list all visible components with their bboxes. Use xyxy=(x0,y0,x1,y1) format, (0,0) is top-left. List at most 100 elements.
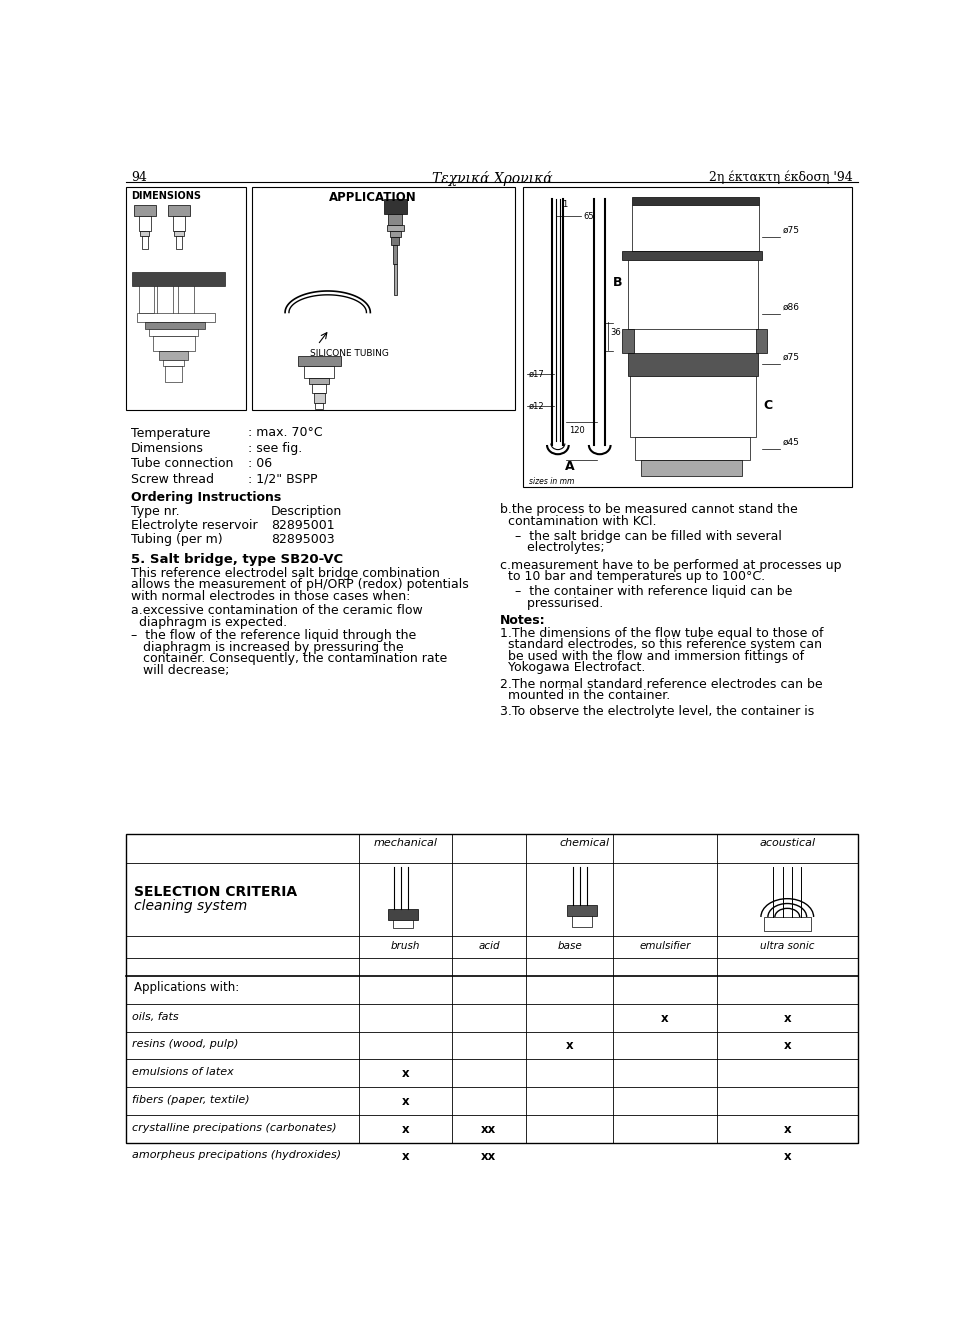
Text: Applications with:: Applications with: xyxy=(134,980,239,994)
Bar xyxy=(636,438,750,460)
Text: : max. 70°C: : max. 70°C xyxy=(248,427,323,439)
Text: x: x xyxy=(661,1011,668,1025)
Text: Screw thread: Screw thread xyxy=(131,472,214,486)
Text: electrolytes;: electrolytes; xyxy=(516,542,605,554)
Text: x: x xyxy=(401,1067,409,1081)
Text: ø75: ø75 xyxy=(782,225,800,235)
Text: acoustical: acoustical xyxy=(759,839,815,848)
Bar xyxy=(179,285,194,317)
Text: contamination with KCl.: contamination with KCl. xyxy=(500,515,657,528)
Bar xyxy=(175,231,183,236)
Text: c.measurement have to be performed at processes up: c.measurement have to be performed at pr… xyxy=(500,559,841,572)
Text: Temperature: Temperature xyxy=(131,427,210,439)
Text: standard electrodes, so this reference system can: standard electrodes, so this reference s… xyxy=(500,638,822,651)
Text: be used with the flow and immersion fittings of: be used with the flow and immersion fitt… xyxy=(500,650,804,663)
Text: ø86: ø86 xyxy=(782,303,800,312)
Bar xyxy=(756,329,767,352)
Text: 65: 65 xyxy=(584,212,594,221)
Text: x: x xyxy=(783,1123,791,1135)
Text: B: B xyxy=(612,276,622,288)
Text: emulsions of latex: emulsions of latex xyxy=(132,1067,234,1077)
Text: oils, fats: oils, fats xyxy=(132,1011,179,1022)
Text: This reference electrodel salt bridge combination: This reference electrodel salt bridge co… xyxy=(131,567,440,580)
Bar xyxy=(632,204,759,251)
Bar xyxy=(622,251,761,260)
Text: chemical: chemical xyxy=(559,839,610,848)
Text: Tubing (per m): Tubing (per m) xyxy=(131,532,223,546)
Text: to 10 bar and temperatures up to 100°C.: to 10 bar and temperatures up to 100°C. xyxy=(500,571,765,583)
Text: diaphragm is expected.: diaphragm is expected. xyxy=(131,616,287,628)
Text: 94: 94 xyxy=(131,171,147,184)
Text: x: x xyxy=(783,1039,791,1053)
Bar xyxy=(150,329,198,336)
Text: C: C xyxy=(763,399,773,412)
Bar xyxy=(394,264,396,295)
Text: Ordering Instructions: Ordering Instructions xyxy=(131,491,281,504)
Bar xyxy=(388,910,418,920)
Bar xyxy=(145,321,205,329)
Text: SELECTION CRITERIA: SELECTION CRITERIA xyxy=(134,884,297,899)
Text: ultra sonic: ultra sonic xyxy=(760,940,814,951)
Bar xyxy=(165,367,182,382)
Text: –  the container with reference liquid can be: – the container with reference liquid ca… xyxy=(516,586,793,598)
Text: b.the process to be measured cannot stand the: b.the process to be measured cannot stan… xyxy=(500,503,798,516)
Text: : 1/2" BSPP: : 1/2" BSPP xyxy=(248,472,318,486)
Text: 5. Salt bridge, type SB20-VC: 5. Salt bridge, type SB20-VC xyxy=(131,552,343,566)
Text: APPLICATION: APPLICATION xyxy=(329,191,417,204)
Text: A: A xyxy=(564,460,574,474)
Text: x: x xyxy=(565,1039,573,1053)
Text: Electrolyte reservoir: Electrolyte reservoir xyxy=(131,519,257,532)
Text: Tube connection: Tube connection xyxy=(131,458,233,471)
Text: xx: xx xyxy=(481,1150,496,1163)
Bar xyxy=(641,460,741,476)
Bar xyxy=(126,834,858,1143)
Bar xyxy=(157,285,173,324)
Bar xyxy=(173,216,185,231)
Text: a.excessive contamination of the ceramic flow: a.excessive contamination of the ceramic… xyxy=(131,604,422,618)
Text: SILICONE TUBING: SILICONE TUBING xyxy=(310,348,389,358)
Bar xyxy=(142,236,148,249)
Text: mounted in the container.: mounted in the container. xyxy=(500,690,670,702)
Text: Dimensions: Dimensions xyxy=(131,442,204,455)
Text: Description: Description xyxy=(271,506,343,518)
Bar xyxy=(622,329,634,352)
Text: diaphragm is increased by pressuring the: diaphragm is increased by pressuring the xyxy=(131,640,403,654)
Text: 1: 1 xyxy=(562,200,567,209)
Bar xyxy=(126,187,247,411)
Text: xx: xx xyxy=(481,1123,496,1135)
Text: x: x xyxy=(401,1123,409,1135)
Bar xyxy=(630,376,756,438)
Bar xyxy=(632,197,759,204)
Text: will decrease;: will decrease; xyxy=(131,663,229,676)
Text: : see fig.: : see fig. xyxy=(248,442,302,455)
Text: –  the flow of the reference liquid through the: – the flow of the reference liquid throu… xyxy=(131,630,416,642)
Bar xyxy=(628,260,757,329)
Bar xyxy=(299,356,341,366)
Text: fibers (paper, textile): fibers (paper, textile) xyxy=(132,1095,250,1105)
Text: 1.The dimensions of the flow tube equal to those of: 1.The dimensions of the flow tube equal … xyxy=(500,627,824,640)
Bar xyxy=(162,360,184,367)
Text: with normal electrodes in those cases when:: with normal electrodes in those cases wh… xyxy=(131,590,410,603)
Text: x: x xyxy=(783,1011,791,1025)
Bar xyxy=(388,213,402,224)
Text: 120: 120 xyxy=(569,426,586,435)
Bar xyxy=(158,351,188,360)
Bar xyxy=(387,224,403,231)
Bar xyxy=(393,920,413,927)
Text: cleaning system: cleaning system xyxy=(134,899,248,912)
Bar xyxy=(628,352,757,376)
Bar xyxy=(390,231,400,237)
Text: ø17: ø17 xyxy=(528,370,544,379)
Text: Notes:: Notes: xyxy=(500,615,545,627)
Text: x: x xyxy=(401,1095,409,1107)
Bar xyxy=(315,403,324,408)
Bar xyxy=(138,285,155,312)
Bar xyxy=(523,187,852,487)
Bar xyxy=(309,378,329,384)
Text: brush: brush xyxy=(391,940,420,951)
Text: resins (wood, pulp): resins (wood, pulp) xyxy=(132,1039,239,1050)
Text: DIMENSIONS: DIMENSIONS xyxy=(131,191,201,201)
Text: sizes in mm: sizes in mm xyxy=(529,478,575,487)
Bar xyxy=(252,187,516,411)
Bar xyxy=(312,384,326,394)
